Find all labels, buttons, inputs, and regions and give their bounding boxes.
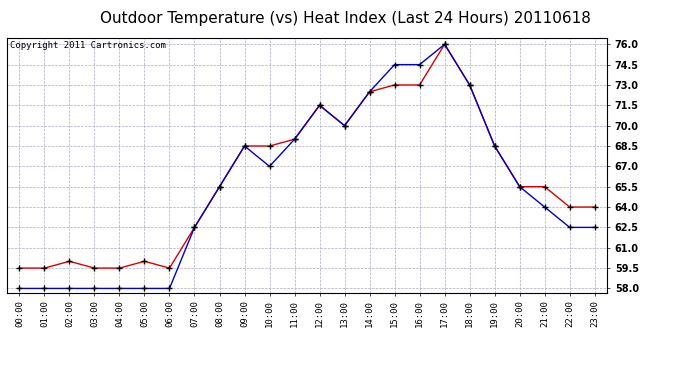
Text: Outdoor Temperature (vs) Heat Index (Last 24 Hours) 20110618: Outdoor Temperature (vs) Heat Index (Las… [99, 11, 591, 26]
Text: Copyright 2011 Cartronics.com: Copyright 2011 Cartronics.com [10, 41, 166, 50]
